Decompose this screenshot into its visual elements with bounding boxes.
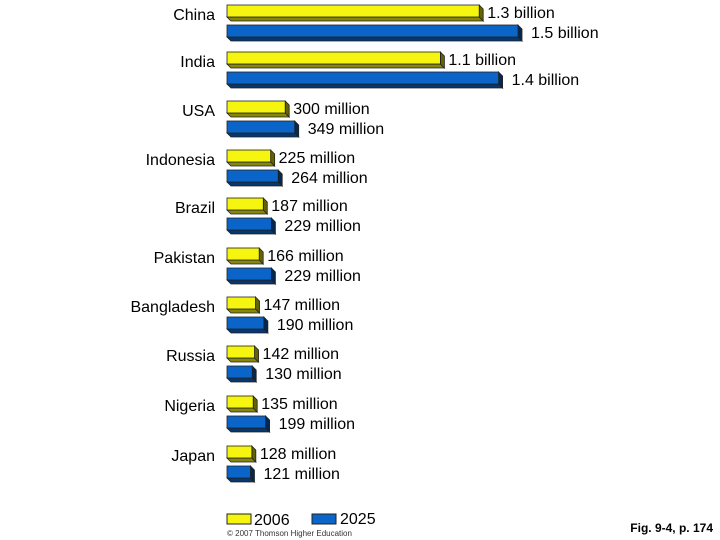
value-label-2006-brazil: 187 million xyxy=(271,198,347,215)
legend-label-2006: 2006 xyxy=(254,512,290,529)
bar-2025-indonesia xyxy=(226,169,284,187)
value-label-2025-china: 1.5 billion xyxy=(531,25,599,42)
value-label-2025-bangladesh: 190 million xyxy=(277,317,353,334)
bar-2025-india xyxy=(226,71,504,89)
value-label-2025-brazil: 229 million xyxy=(284,218,360,235)
value-label-2025-russia: 130 million xyxy=(265,366,341,383)
bar-2025-china xyxy=(226,24,523,42)
category-label-nigeria: Nigeria xyxy=(164,398,215,415)
value-label-2006-india: 1.1 billion xyxy=(448,52,516,69)
category-label-japan: Japan xyxy=(171,448,215,465)
bar-2006-japan xyxy=(226,445,257,463)
bar-2025-brazil xyxy=(226,217,277,235)
figure-caption: Fig. 9-4, p. 174 xyxy=(630,521,713,535)
bar-2025-nigeria xyxy=(226,415,271,433)
value-label-2006-russia: 142 million xyxy=(263,346,339,363)
category-label-indonesia: Indonesia xyxy=(146,152,215,169)
value-label-2025-japan: 121 million xyxy=(263,466,339,483)
bar-2006-china xyxy=(226,4,485,22)
value-label-2025-usa: 349 million xyxy=(308,121,384,138)
bar-2006-russia xyxy=(226,345,260,363)
value-label-2006-pakistan: 166 million xyxy=(267,248,343,265)
value-label-2025-india: 1.4 billion xyxy=(512,72,580,89)
legend-swatch-2025 xyxy=(311,513,337,525)
bar-2025-bangladesh xyxy=(226,316,269,334)
category-label-pakistan: Pakistan xyxy=(154,250,215,267)
value-label-2025-indonesia: 264 million xyxy=(291,170,367,187)
category-label-india: India xyxy=(180,54,215,71)
bar-2006-nigeria xyxy=(226,395,259,413)
value-label-2006-china: 1.3 billion xyxy=(487,5,555,22)
legend-swatch-2006 xyxy=(226,513,252,525)
category-label-russia: Russia xyxy=(166,348,215,365)
bar-2006-usa xyxy=(226,100,291,118)
category-label-china: China xyxy=(173,7,215,24)
bar-2006-pakistan xyxy=(226,247,265,265)
legend: 2006 2025 xyxy=(226,511,376,529)
bar-2025-russia xyxy=(226,365,258,383)
bar-2025-pakistan xyxy=(226,267,277,285)
value-label-2025-pakistan: 229 million xyxy=(284,268,360,285)
bars-layer: China 1.3 billion 1.5 billion India 1.1 bill… xyxy=(130,4,599,483)
bar-2006-bangladesh xyxy=(226,296,261,314)
bar-2025-japan xyxy=(226,465,256,483)
value-label-2006-indonesia: 225 million xyxy=(279,150,355,167)
value-label-2006-bangladesh: 147 million xyxy=(264,297,340,314)
copyright-text: © 2007 Thomson Higher Education xyxy=(227,529,352,538)
bar-2025-usa xyxy=(226,120,300,138)
value-label-2006-nigeria: 135 million xyxy=(261,396,337,413)
value-label-2006-japan: 128 million xyxy=(260,446,336,463)
bar-2006-indonesia xyxy=(226,149,276,167)
value-label-2025-nigeria: 199 million xyxy=(279,416,355,433)
category-label-usa: USA xyxy=(182,103,215,120)
value-label-2006-usa: 300 million xyxy=(293,101,369,118)
bar-2006-brazil xyxy=(226,197,269,215)
category-label-brazil: Brazil xyxy=(175,200,215,217)
bar-2006-india xyxy=(226,51,446,69)
category-label-bangladesh: Bangladesh xyxy=(130,299,215,316)
legend-label-2025: 2025 xyxy=(340,511,376,528)
